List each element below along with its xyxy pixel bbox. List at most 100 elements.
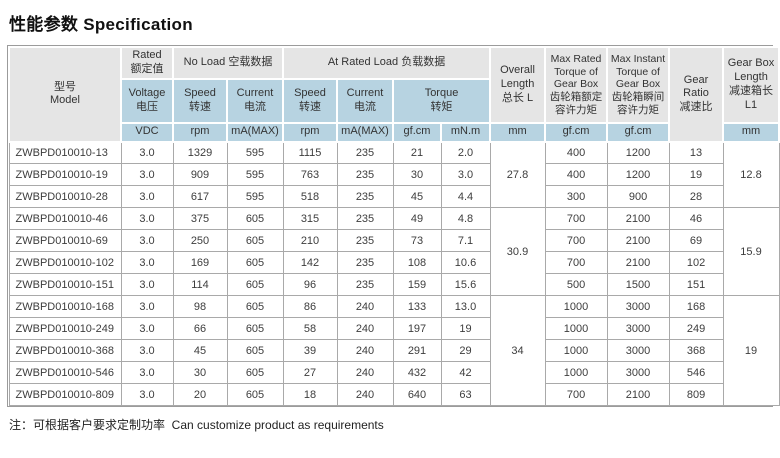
noload-current-cell: 605 [226, 383, 284, 406]
spec-page: 性能参数 Specification 型号 Model Rated 额定值 No… [7, 15, 780, 432]
torque-gfcm-cell: 73 [392, 229, 442, 252]
noload-current-cell: 605 [226, 251, 284, 274]
header-noload-current: Current 电流 [226, 77, 284, 124]
noload-speed-cell: 1329 [172, 141, 228, 164]
spec-row: ZWBPD010010-249 3.0 66 605 58 240 197 19 1000 300… [8, 317, 779, 340]
gearbox-length-cell: 15.9 [722, 207, 780, 296]
noload-speed-cell: 169 [172, 251, 228, 274]
gear-ratio-cell: 809 [668, 383, 724, 406]
model-cell: ZWBPD010010-13 [8, 141, 122, 164]
load-current-cell: 240 [336, 295, 394, 318]
max-instant-torque-cell: 3000 [606, 339, 670, 362]
noload-current-cell: 605 [226, 361, 284, 384]
torque-mnm-cell: 3.0 [440, 163, 491, 186]
voltage-cell: 3.0 [120, 317, 174, 340]
unit-rpm-noload: rpm [172, 121, 228, 143]
unit-ma-load: mA(MAX) [336, 121, 394, 143]
load-current-cell: 235 [336, 273, 394, 296]
gearbox-length-cell: 19 [722, 295, 780, 406]
spec-row: ZWBPD010010-28 3.0 617 595 518 235 45 4.4 300 900… [8, 185, 779, 208]
load-speed-cell: 315 [282, 207, 338, 230]
load-speed-cell: 86 [282, 295, 338, 318]
torque-mnm-cell: 4.4 [440, 185, 491, 208]
spec-table: 型号 Model Rated 额定值 No Load 空载数据 At Rated… [8, 46, 780, 406]
torque-gfcm-cell: 432 [392, 361, 442, 384]
spec-row: ZWBPD010010-809 3.0 20 605 18 240 640 63 700 2100… [8, 383, 779, 406]
max-instant-torque-cell: 3000 [606, 361, 670, 384]
max-instant-torque-cell: 1500 [606, 273, 670, 296]
max-rated-torque-cell: 500 [544, 273, 608, 296]
header-torque: Torque 转矩 [391, 77, 492, 124]
max-rated-torque-cell: 1000 [544, 295, 608, 318]
unit-gfcm-maxrated: gf.cm [544, 121, 609, 143]
noload-speed-cell: 250 [172, 229, 228, 252]
load-current-cell: 240 [336, 339, 394, 362]
load-speed-cell: 763 [282, 163, 338, 186]
spec-row: ZWBPD010010-19 3.0 909 595 763 235 30 3.0 400 120… [8, 163, 779, 186]
gear-ratio-cell: 46 [668, 207, 724, 230]
max-instant-torque-cell: 2100 [606, 207, 670, 230]
gearbox-length-cell: 12.8 [722, 141, 780, 208]
torque-gfcm-cell: 197 [392, 317, 442, 340]
gear-ratio-cell: 13 [668, 141, 724, 164]
gear-ratio-cell: 151 [668, 273, 724, 296]
model-cell: ZWBPD010010-168 [8, 295, 122, 318]
unit-gfcm-torque: gf.cm [392, 121, 442, 143]
spec-table-frame: 型号 Model Rated 额定值 No Load 空载数据 At Rated… [7, 45, 780, 407]
header-at-rated-load: At Rated Load 负载数据 [281, 46, 492, 80]
noload-speed-cell: 617 [172, 185, 228, 208]
noload-current-cell: 605 [226, 339, 284, 362]
overall-length-cell: 34 [489, 295, 546, 406]
unit-mnm-torque: mN.m [439, 121, 492, 143]
noload-speed-cell: 20 [172, 383, 228, 406]
torque-mnm-cell: 4.8 [440, 207, 491, 230]
overall-length-cell: 30.9 [489, 207, 546, 296]
noload-speed-cell: 45 [172, 339, 228, 362]
max-instant-torque-cell: 1200 [606, 163, 670, 186]
torque-mnm-cell: 19 [440, 317, 491, 340]
torque-gfcm-cell: 133 [392, 295, 442, 318]
noload-current-cell: 605 [226, 317, 284, 340]
gear-ratio-cell: 69 [668, 229, 724, 252]
voltage-cell: 3.0 [120, 207, 174, 230]
voltage-cell: 3.0 [120, 339, 174, 362]
voltage-cell: 3.0 [120, 295, 174, 318]
gear-ratio-cell: 28 [668, 185, 724, 208]
header-overall-length: Overall Length 总长 L [489, 46, 547, 124]
max-instant-torque-cell: 3000 [606, 295, 670, 318]
max-instant-torque-cell: 2100 [606, 251, 670, 274]
torque-gfcm-cell: 640 [392, 383, 442, 406]
max-rated-torque-cell: 400 [544, 163, 608, 186]
model-cell: ZWBPD010010-151 [8, 273, 122, 296]
header-rated: Rated 额定值 [120, 46, 174, 80]
spec-table-header: 型号 Model Rated 额定值 No Load 空载数据 At Rated… [8, 46, 780, 143]
noload-current-cell: 605 [226, 295, 284, 318]
spec-row: ZWBPD010010-102 3.0 169 605 142 235 108 10.6 700… [8, 251, 779, 274]
max-rated-torque-cell: 1000 [544, 339, 608, 362]
voltage-cell: 3.0 [120, 273, 174, 296]
spec-row: ZWBPD010010-151 3.0 114 605 96 235 159 15.6 500 1… [8, 273, 779, 296]
spec-row: ZWBPD010010-368 3.0 45 605 39 240 291 29 1000 300… [8, 339, 779, 362]
load-current-cell: 240 [336, 383, 394, 406]
load-speed-cell: 27 [282, 361, 338, 384]
load-speed-cell: 96 [282, 273, 338, 296]
model-cell: ZWBPD010010-69 [8, 229, 122, 252]
model-cell: ZWBPD010010-102 [8, 251, 122, 274]
gear-ratio-cell: 19 [668, 163, 724, 186]
noload-speed-cell: 114 [172, 273, 228, 296]
load-speed-cell: 518 [282, 185, 338, 208]
load-speed-cell: 142 [282, 251, 338, 274]
torque-mnm-cell: 42 [440, 361, 491, 384]
torque-gfcm-cell: 159 [392, 273, 442, 296]
max-instant-torque-cell: 2100 [606, 229, 670, 252]
noload-current-cell: 595 [226, 163, 284, 186]
noload-current-cell: 605 [226, 273, 284, 296]
spec-row: ZWBPD010010-13 3.0 1329 595 1115 235 21 2.0 27.8… [8, 141, 780, 208]
unit-mm-gearbox: mm [722, 121, 780, 143]
torque-mnm-cell: 29 [440, 339, 491, 362]
gear-ratio-cell: 168 [668, 295, 724, 318]
noload-speed-cell: 909 [172, 163, 228, 186]
header-model: 型号 Model [8, 46, 122, 143]
voltage-cell: 3.0 [120, 251, 174, 274]
gear-ratio-cell: 249 [668, 317, 724, 340]
